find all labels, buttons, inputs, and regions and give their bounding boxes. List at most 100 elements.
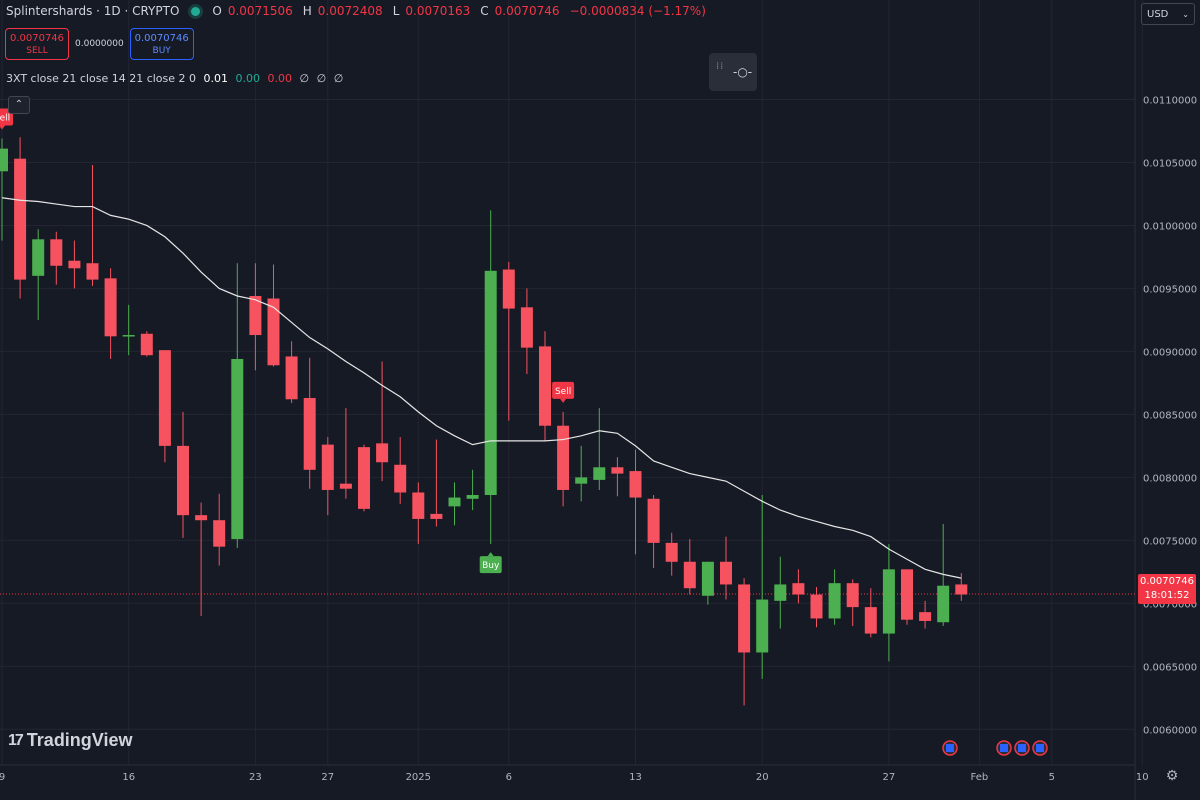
- candle-body: [901, 569, 913, 620]
- candle-body: [575, 477, 588, 484]
- indicator-value-3: 0.00: [267, 72, 293, 85]
- horizontal-line-tool-icon[interactable]: -○-: [733, 65, 753, 79]
- buy-label: BUY: [152, 46, 171, 56]
- candle-body: [774, 584, 787, 601]
- candle-body: [864, 607, 877, 634]
- indicator-legend[interactable]: 3XT close 21 close 14 21 close 2 0 0.01 …: [6, 72, 347, 85]
- candle-body: [448, 497, 461, 507]
- bar-countdown: 18:01:52: [1144, 590, 1190, 601]
- us-flag-field-icon: [1036, 744, 1044, 752]
- candle-body: [647, 498, 660, 543]
- candle-body: [249, 295, 262, 336]
- open-label: O: [212, 4, 222, 18]
- sell-signal-pointer: [0, 125, 5, 130]
- indicator-value-1: 0.01: [203, 72, 229, 85]
- sell-button[interactable]: 0.0070746 SELL: [5, 28, 69, 60]
- candle-body: [376, 443, 389, 463]
- candle-body: [557, 425, 570, 490]
- candle-body: [303, 398, 316, 470]
- y-tick-label: 0.0075000: [1143, 536, 1197, 547]
- candle-body: [0, 148, 8, 172]
- x-tick-label: 27: [321, 772, 334, 783]
- sell-signal-badge: [552, 381, 575, 399]
- candle-body: [321, 444, 334, 490]
- gear-icon[interactable]: ⚙: [1165, 768, 1179, 784]
- x-tick-label: 13: [629, 772, 642, 783]
- x-tick-label: 23: [249, 772, 262, 783]
- buy-signal-label: Buy: [482, 561, 500, 571]
- buy-signal-badge: [479, 556, 502, 574]
- buy-signal-pointer: [487, 552, 494, 557]
- y-tick-label: 0.0080000: [1143, 473, 1197, 484]
- candle-body: [231, 358, 244, 540]
- brand-name: TradingView: [26, 730, 133, 750]
- candle-body: [701, 561, 714, 596]
- candle-body: [828, 583, 841, 619]
- candle-body: [177, 445, 189, 516]
- x-tick-label: 16: [122, 772, 135, 783]
- y-tick-label: 0.0085000: [1143, 410, 1197, 421]
- candle-body: [32, 239, 45, 276]
- change-value: −0.0000834 (−1.17%): [569, 4, 706, 18]
- us-flag-field-icon: [1000, 744, 1008, 752]
- candle-body: [756, 599, 769, 653]
- y-tick-label: 0.0060000: [1143, 725, 1197, 736]
- candle-body: [86, 263, 99, 280]
- collapse-legend-button[interactable]: ⌃: [8, 96, 30, 114]
- indicator-name: 3XT close 21 close 14 21 close 2 0: [6, 72, 197, 85]
- candle-body: [611, 467, 624, 474]
- candle-body: [665, 542, 678, 562]
- candle-body: [846, 583, 859, 608]
- indicator-value-2: 0.00: [235, 72, 261, 85]
- currency-select[interactable]: USD ⌄: [1141, 3, 1195, 25]
- candle-body: [738, 584, 751, 653]
- open-value: 0.0071506: [227, 4, 293, 18]
- x-tick-label: 5: [1049, 772, 1055, 783]
- candle-body: [955, 584, 968, 595]
- y-tick-label: 0.0065000: [1143, 662, 1197, 673]
- sell-label: SELL: [26, 46, 48, 56]
- y-tick-label: 0.0100000: [1143, 221, 1197, 232]
- x-tick-label: 9: [0, 772, 5, 783]
- low-label: L: [392, 4, 400, 18]
- y-tick-label: 0.0070000: [1143, 599, 1197, 610]
- drag-handle-icon[interactable]: ⁞⁞: [716, 61, 725, 72]
- buy-price: 0.0070746: [134, 33, 189, 44]
- candle-body: [213, 520, 226, 547]
- last-price-value: 0.0070746: [1139, 576, 1195, 587]
- moving-average-line: [1, 197, 962, 579]
- currency-value: USD: [1147, 9, 1169, 20]
- buy-button[interactable]: 0.0070746 BUY: [129, 28, 194, 60]
- candle-body: [466, 495, 479, 499]
- chevron-down-icon: ⌄: [1182, 10, 1189, 19]
- candle-body: [412, 492, 425, 519]
- chevron-up-icon: ⌃: [14, 99, 24, 110]
- candle-body: [104, 278, 117, 337]
- candle-body: [792, 583, 805, 595]
- low-value: 0.0070163: [405, 4, 471, 18]
- symbol-title[interactable]: Splintershards · 1D · CRYPTO: [6, 4, 180, 18]
- candle-body: [50, 239, 63, 266]
- tradingview-logo[interactable]: 17 TradingView: [8, 730, 133, 751]
- candle-body: [484, 270, 497, 496]
- indicator-value-6: ∅: [333, 72, 344, 85]
- us-flag-field-icon: [1018, 744, 1026, 752]
- x-tick-label: Feb: [971, 772, 989, 783]
- x-tick-label: 6: [506, 772, 512, 783]
- candle-body: [502, 269, 515, 309]
- candle-body: [339, 483, 352, 489]
- candle-body: [882, 569, 895, 634]
- floating-toolbar[interactable]: ⁞⁞ -○-: [709, 53, 757, 91]
- candle-body: [810, 594, 823, 619]
- spread-value: 0.0000000: [75, 39, 124, 49]
- candle-body: [919, 612, 932, 621]
- candle-body: [430, 513, 443, 519]
- candle-body: [140, 333, 153, 356]
- high-value: 0.0072408: [317, 4, 383, 18]
- candle-body: [267, 298, 280, 366]
- sell-price: 0.0070746: [9, 33, 65, 44]
- high-label: H: [302, 4, 312, 18]
- close-value: 0.0070746: [494, 4, 560, 18]
